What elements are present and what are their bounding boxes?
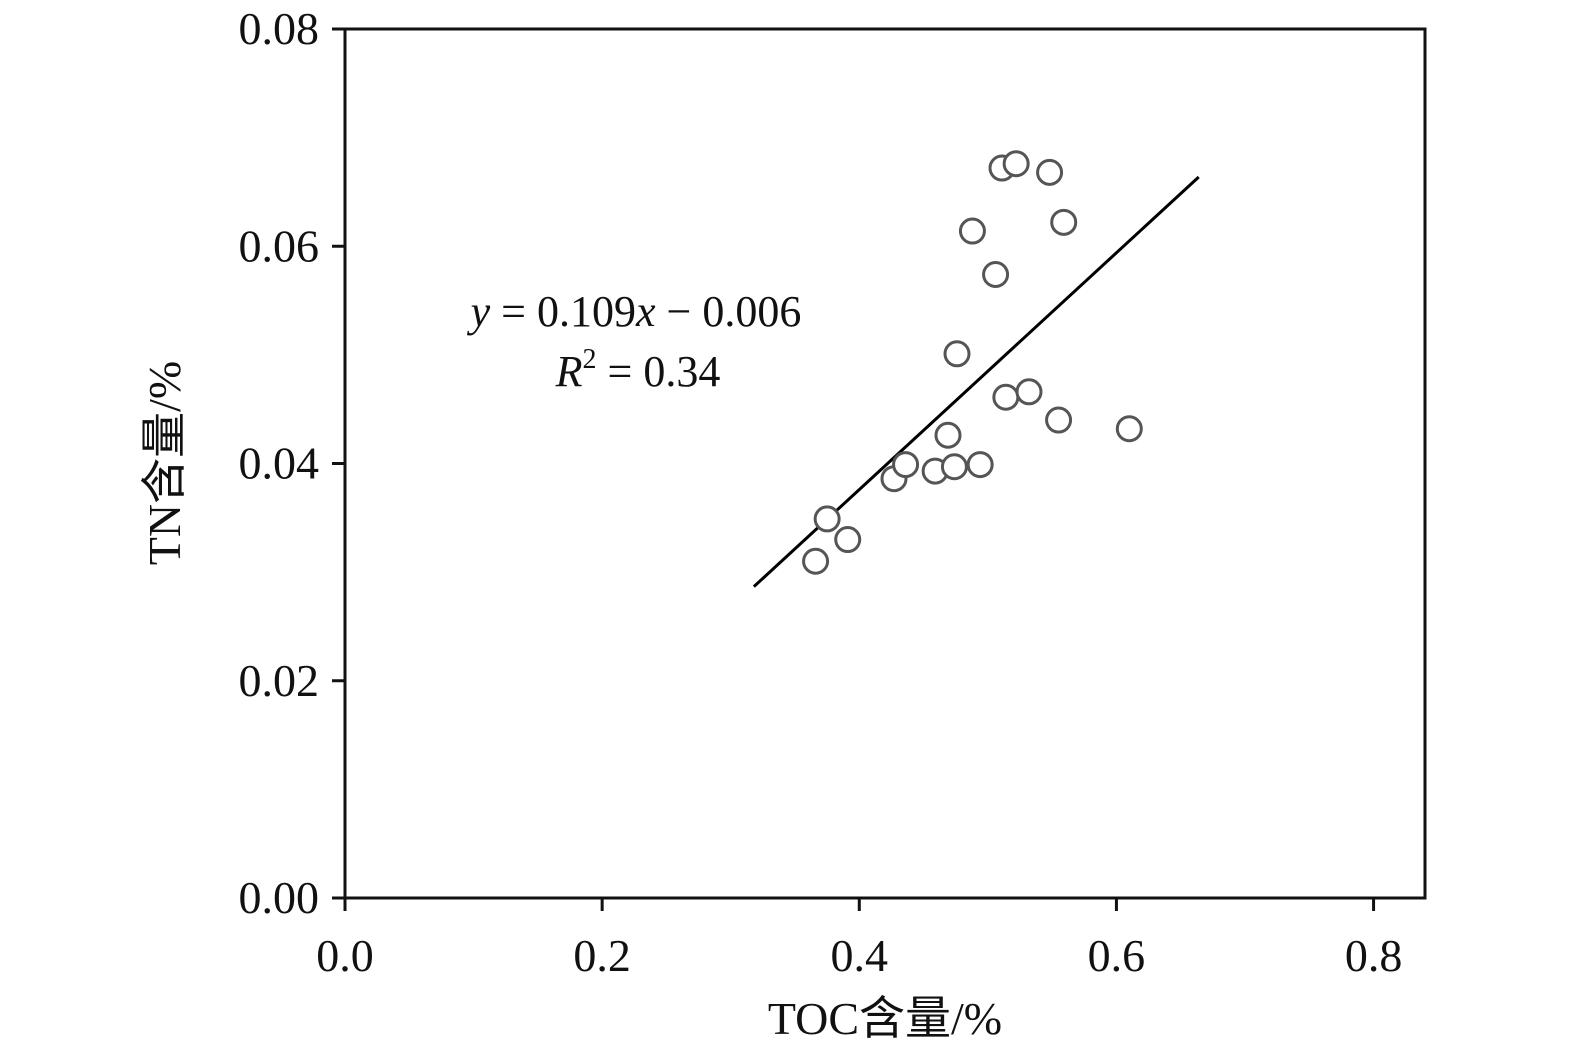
y-axis-title: TN含量/% bbox=[139, 361, 190, 565]
equation-coefficient: = 0.109 bbox=[490, 287, 636, 336]
x-tick-label: 0.2 bbox=[573, 930, 631, 981]
data-point bbox=[1002, 150, 1030, 178]
y-axis-ticks: 0.00 0.02 0.04 0.06 0.08 bbox=[239, 3, 345, 923]
regression-equation: y = 0.109x − 0.006 bbox=[467, 287, 802, 336]
x-tick-label: 0.4 bbox=[831, 930, 889, 981]
data-point bbox=[940, 453, 968, 481]
y-tick-label: 0.04 bbox=[239, 438, 320, 489]
data-point bbox=[1115, 415, 1143, 443]
data-point bbox=[934, 421, 962, 449]
data-point bbox=[958, 217, 986, 245]
data-point bbox=[966, 451, 994, 479]
data-point bbox=[1036, 158, 1064, 186]
data-point bbox=[802, 547, 830, 575]
x-tick-label: 0.8 bbox=[1345, 930, 1403, 981]
x-tick-label: 0.6 bbox=[1088, 930, 1146, 981]
data-point bbox=[834, 526, 862, 554]
r2-symbol: R bbox=[555, 347, 583, 396]
data-point bbox=[813, 505, 841, 533]
data-point bbox=[943, 340, 971, 368]
data-point bbox=[1015, 378, 1043, 406]
r-squared-label: R2 = 0.34 bbox=[555, 344, 721, 396]
equation-y-symbol: y bbox=[467, 287, 491, 336]
y-tick-label: 0.00 bbox=[239, 872, 320, 923]
data-point bbox=[1050, 208, 1078, 236]
data-point bbox=[1045, 406, 1073, 434]
equation-intercept: − 0.006 bbox=[656, 287, 802, 336]
r2-value: = 0.34 bbox=[597, 347, 721, 396]
equation-x-symbol: x bbox=[635, 287, 656, 336]
data-point bbox=[982, 260, 1010, 288]
x-axis-ticks: 0.0 0.2 0.4 0.6 0.8 bbox=[316, 898, 1402, 981]
y-tick-label: 0.06 bbox=[239, 220, 320, 271]
x-tick-label: 0.0 bbox=[316, 930, 374, 981]
data-point bbox=[992, 383, 1020, 411]
y-tick-label: 0.02 bbox=[239, 655, 320, 706]
data-points bbox=[802, 150, 1143, 575]
x-axis-title: TOC含量/% bbox=[768, 993, 1002, 1044]
r2-superscript: 2 bbox=[583, 344, 597, 375]
data-point bbox=[892, 451, 920, 479]
plot-frame bbox=[343, 27, 1427, 900]
y-tick-label: 0.08 bbox=[239, 3, 320, 54]
